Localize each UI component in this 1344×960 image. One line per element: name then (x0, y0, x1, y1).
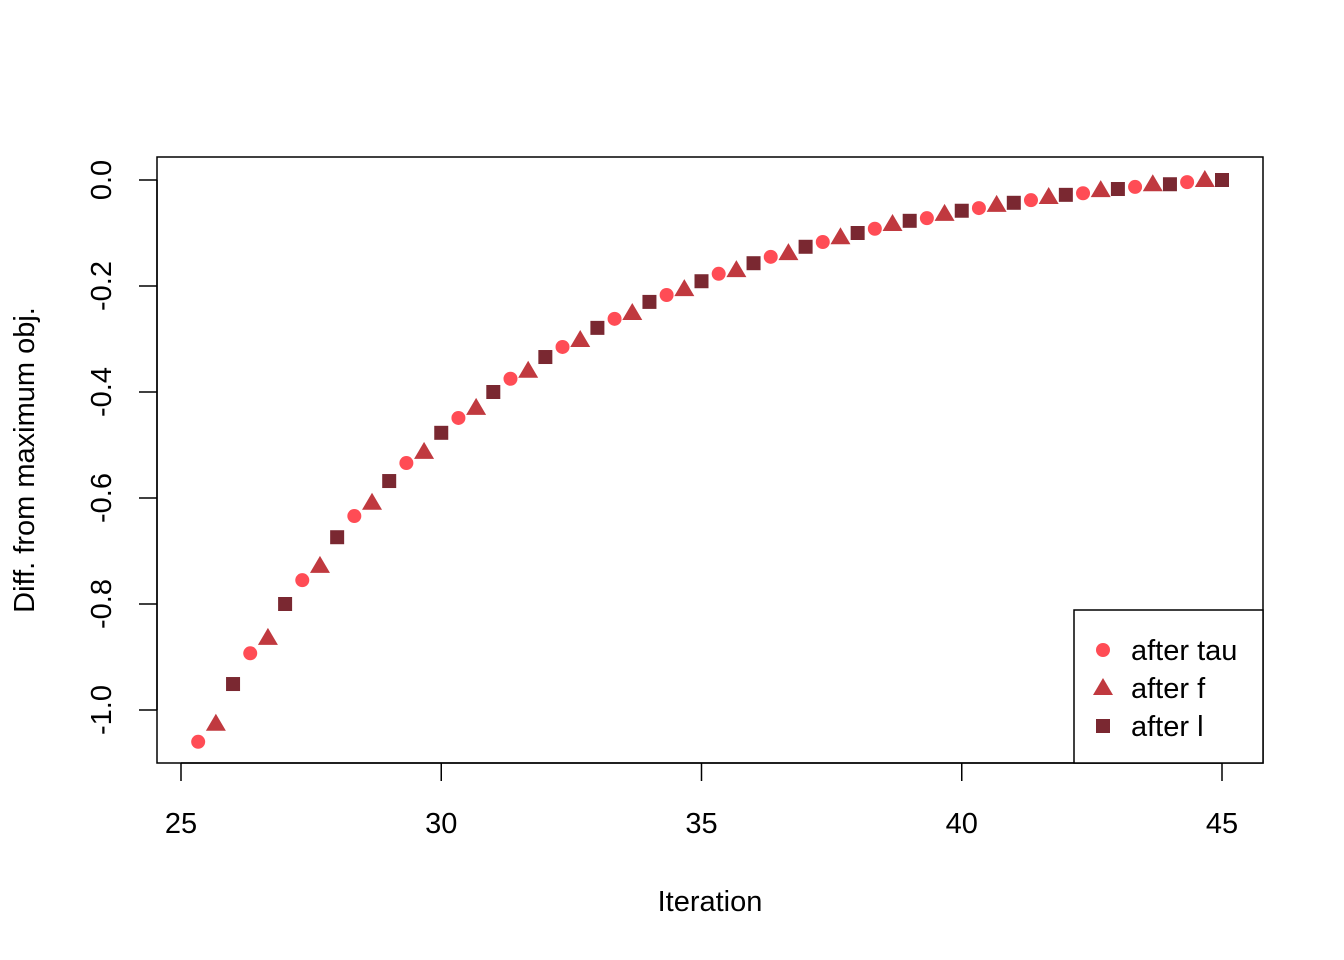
point-triangle (1090, 180, 1111, 198)
x-tick-label: 30 (425, 808, 457, 840)
legend-label: after tau (1131, 635, 1237, 667)
legend-triangle-icon (1093, 678, 1113, 695)
point-square (590, 320, 605, 335)
point-circle (1180, 175, 1195, 190)
point-circle (659, 288, 674, 303)
y-tick-label: -1.0 (86, 685, 118, 735)
point-triangle (986, 194, 1007, 212)
point-circle (555, 339, 570, 354)
point-circle (763, 249, 778, 264)
y-axis: 0.0 -0.2 -0.4 -0.6 -0.8 -1.0 (86, 160, 158, 735)
point-square (382, 474, 397, 489)
point-circle (295, 573, 310, 588)
legend-square-icon (1096, 719, 1110, 733)
point-square (694, 274, 709, 289)
x-tick-label: 40 (946, 808, 978, 840)
point-circle (1076, 186, 1091, 201)
data-points (191, 170, 1229, 749)
point-triangle (518, 360, 539, 378)
legend-label: after f (1131, 673, 1206, 705)
point-square (1058, 187, 1073, 202)
point-triangle (674, 279, 695, 297)
point-triangle (1142, 174, 1163, 192)
point-triangle (414, 441, 435, 459)
legend-label: after l (1131, 711, 1204, 743)
point-circle (503, 371, 518, 386)
y-tick-label: -0.2 (86, 261, 118, 311)
point-circle (711, 266, 726, 281)
point-triangle (778, 243, 799, 261)
x-tick-label: 35 (685, 808, 717, 840)
point-triangle (257, 627, 278, 645)
point-circle (191, 734, 206, 749)
y-tick-label: -0.8 (86, 579, 118, 629)
point-square (1215, 173, 1229, 187)
y-tick-label: -0.6 (86, 473, 118, 523)
point-triangle (309, 555, 330, 573)
x-axis: 25 30 35 40 45 (165, 762, 1238, 840)
point-triangle (726, 260, 747, 278)
x-axis-label: Iteration (658, 886, 763, 918)
point-triangle (570, 330, 591, 348)
point-square (486, 385, 501, 399)
point-square (798, 239, 813, 254)
point-square (642, 294, 657, 309)
point-triangle (1038, 186, 1059, 204)
point-circle (243, 646, 258, 661)
point-circle (399, 456, 414, 471)
point-square (746, 256, 761, 271)
legend: after tau after f after l (1073, 609, 1264, 764)
point-square (330, 530, 345, 545)
point-square (850, 226, 865, 240)
point-square (954, 203, 969, 218)
point-square (1006, 195, 1021, 210)
point-circle (971, 201, 986, 216)
point-square (226, 677, 241, 692)
point-circle (451, 410, 466, 425)
y-tick-label: -0.4 (86, 367, 118, 417)
point-square (1110, 182, 1125, 197)
point-triangle (1194, 170, 1215, 187)
point-circle (347, 509, 362, 524)
point-triangle (830, 227, 851, 245)
point-triangle (362, 492, 383, 510)
point-circle (607, 311, 622, 326)
x-tick-label: 25 (165, 808, 197, 840)
point-square (434, 425, 449, 440)
y-axis-label: Diff. from maximum obj. (9, 307, 41, 613)
point-circle (867, 221, 882, 236)
point-triangle (466, 397, 487, 415)
point-square (902, 213, 917, 228)
point-circle (815, 235, 830, 250)
point-circle (1128, 179, 1143, 194)
point-square (1162, 177, 1177, 192)
point-circle (1023, 193, 1038, 208)
point-square (538, 350, 553, 365)
point-triangle (205, 713, 226, 731)
x-tick-label: 45 (1206, 808, 1238, 840)
point-square (278, 597, 293, 611)
y-tick-label: 0.0 (86, 160, 118, 200)
point-triangle (882, 213, 903, 231)
legend-circle-icon (1096, 643, 1110, 657)
point-circle (919, 211, 934, 226)
point-triangle (622, 303, 643, 321)
point-triangle (934, 203, 955, 221)
